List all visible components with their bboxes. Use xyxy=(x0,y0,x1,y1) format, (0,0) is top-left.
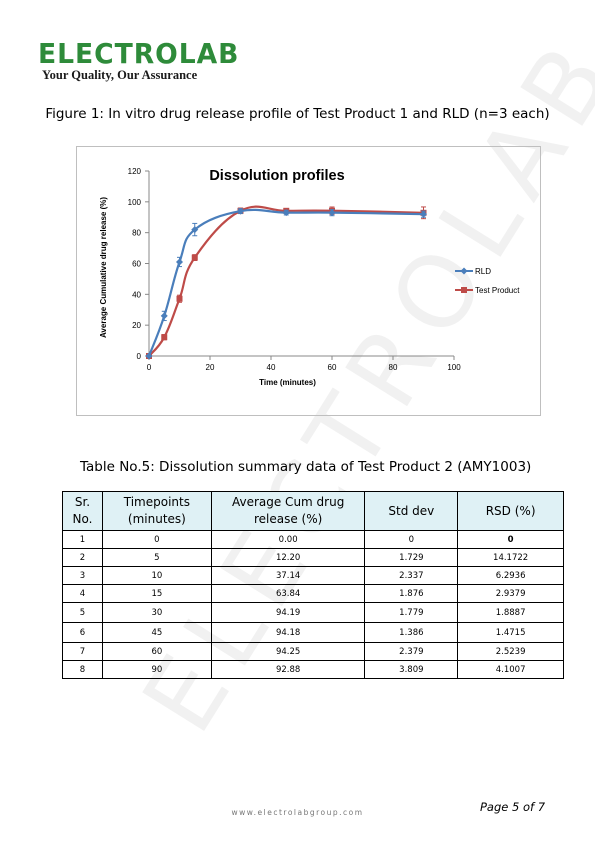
table-row: 6 45 94.18 1.386 1.4715 xyxy=(62,622,564,643)
cell-avg-release: 92.88 xyxy=(210,660,366,679)
cell-avg-release: 63.84 xyxy=(210,584,366,603)
table-row: 1 0 0.00 0 0 xyxy=(62,530,564,549)
table-header-row: Sr. No. Timepoints (minutes) Average Cum… xyxy=(62,491,564,531)
table-row: 8 90 92.88 3.809 4.1007 xyxy=(62,660,564,679)
cell-timepoint: 0 xyxy=(101,530,212,549)
legend-marker xyxy=(461,287,467,293)
cell-std-dev: 1.876 xyxy=(364,584,459,603)
dissolution-chart: 0 20 40 60 80 100 120 0 20 40 60 80 100 Dissolution p… xyxy=(99,167,520,387)
cell-std-dev: 2.337 xyxy=(364,566,459,585)
cell-sr-no: 8 xyxy=(62,660,103,679)
x-axis-title: Time (minutes) xyxy=(259,378,316,387)
legend-label: RLD xyxy=(475,267,491,276)
cell-avg-release: 94.19 xyxy=(210,602,366,623)
x-tick-label: 60 xyxy=(328,363,337,372)
cell-timepoint: 30 xyxy=(101,602,212,623)
cell-rsd: 1.4715 xyxy=(457,622,564,643)
cell-timepoint: 10 xyxy=(101,566,212,585)
chart-title: Dissolution profiles xyxy=(209,168,344,184)
table-row: 4 15 63.84 1.876 2.9379 xyxy=(62,584,564,603)
header-rsd: RSD (%) xyxy=(457,491,564,531)
logo-wordmark: ELECTROLAB xyxy=(38,37,240,70)
data-point xyxy=(237,207,244,215)
series-line xyxy=(148,205,424,357)
header-timepoints: Timepoints (minutes) xyxy=(101,491,212,531)
cell-timepoint: 60 xyxy=(101,642,212,661)
cell-avg-release: 37.14 xyxy=(210,566,366,585)
x-tick-label: 20 xyxy=(206,363,215,372)
cell-avg-release: 12.20 xyxy=(210,548,366,567)
header-std-dev: Std dev xyxy=(364,491,459,531)
cell-sr-no: 1 xyxy=(62,530,103,549)
cell-sr-no: 7 xyxy=(62,642,103,661)
header-avg-release: Average Cum drug release (%) xyxy=(210,491,366,531)
cell-sr-no: 6 xyxy=(62,622,103,643)
cell-timepoint: 5 xyxy=(101,548,212,567)
cell-std-dev: 3.809 xyxy=(364,660,459,679)
cell-std-dev: 1.779 xyxy=(364,602,459,623)
cell-rsd: 1.8887 xyxy=(457,602,564,623)
data-point xyxy=(420,210,427,218)
table-row: 2 5 12.20 1.729 14.1722 xyxy=(62,548,564,567)
y-tick-label: 40 xyxy=(132,290,141,299)
series-line xyxy=(147,208,424,357)
company-logo: ELECTROLAB Your Quality, Our Assurance xyxy=(38,40,250,83)
cell-sr-no: 4 xyxy=(62,584,103,603)
cell-avg-release: 94.18 xyxy=(210,622,366,643)
cell-std-dev: 1.729 xyxy=(364,548,459,567)
data-point xyxy=(145,352,153,360)
data-point xyxy=(176,295,183,302)
x-tick-label: 100 xyxy=(447,363,461,372)
cell-std-dev: 2.379 xyxy=(364,642,459,661)
x-tick-label: 0 xyxy=(147,363,152,372)
table-row: 7 60 94.25 2.379 2.5239 xyxy=(62,642,564,661)
legend-marker xyxy=(460,267,468,275)
data-point xyxy=(176,258,183,266)
cell-rsd: 0 xyxy=(457,530,564,549)
cell-rsd: 4.1007 xyxy=(457,660,564,679)
cell-rsd: 6.2936 xyxy=(457,566,564,585)
table-caption: Table No.5: Dissolution summary data of … xyxy=(80,459,532,475)
cell-sr-no: 3 xyxy=(62,566,103,585)
cell-rsd: 14.1722 xyxy=(457,548,564,567)
y-tick-label: 100 xyxy=(128,198,142,207)
cell-timepoint: 45 xyxy=(101,622,212,643)
legend-label: Test Product xyxy=(475,286,520,295)
data-point xyxy=(161,334,168,341)
cell-avg-release: 0.00 xyxy=(210,530,366,549)
data-point xyxy=(191,226,199,234)
footer-url: www.electrolabgroup.com xyxy=(231,808,364,817)
cell-timepoint: 90 xyxy=(101,660,212,679)
page-number: Page 5 of 7 xyxy=(480,800,546,814)
table-row: 5 30 94.19 1.779 1.8887 xyxy=(62,602,564,623)
cell-sr-no: 5 xyxy=(62,602,103,623)
table-row: 3 10 37.14 2.337 6.2936 xyxy=(62,566,564,585)
cell-std-dev: 0 xyxy=(364,530,459,549)
y-tick-label: 0 xyxy=(137,352,142,361)
x-tick-label: 80 xyxy=(389,363,398,372)
data-point xyxy=(160,312,168,320)
y-tick-label: 80 xyxy=(132,229,141,238)
y-tick-label: 120 xyxy=(128,167,142,176)
data-point xyxy=(191,254,198,261)
data-point xyxy=(282,209,290,217)
cell-rsd: 2.9379 xyxy=(457,584,564,603)
header-sr-no: Sr. No. xyxy=(62,491,103,531)
cell-timepoint: 15 xyxy=(101,584,212,603)
chart-container: 0 20 40 60 80 100 120 0 20 40 60 80 100 Dissolution p… xyxy=(76,146,541,416)
cell-rsd: 2.5239 xyxy=(457,642,564,661)
logo-tagline: Your Quality, Our Assurance xyxy=(42,68,198,82)
figure-caption: Figure 1: In vitro drug release profile … xyxy=(45,106,550,122)
cell-avg-release: 94.25 xyxy=(210,642,366,661)
x-tick-label: 40 xyxy=(267,363,276,372)
dissolution-table: Sr. No. Timepoints (minutes) Average Cum… xyxy=(62,491,564,679)
cell-std-dev: 1.386 xyxy=(364,622,459,643)
y-tick-label: 20 xyxy=(132,321,141,330)
y-axis-title: Average Cumulative drug release (%) xyxy=(99,197,108,338)
y-tick-label: 60 xyxy=(132,260,141,269)
data-point xyxy=(328,209,336,217)
cell-sr-no: 2 xyxy=(62,548,103,567)
